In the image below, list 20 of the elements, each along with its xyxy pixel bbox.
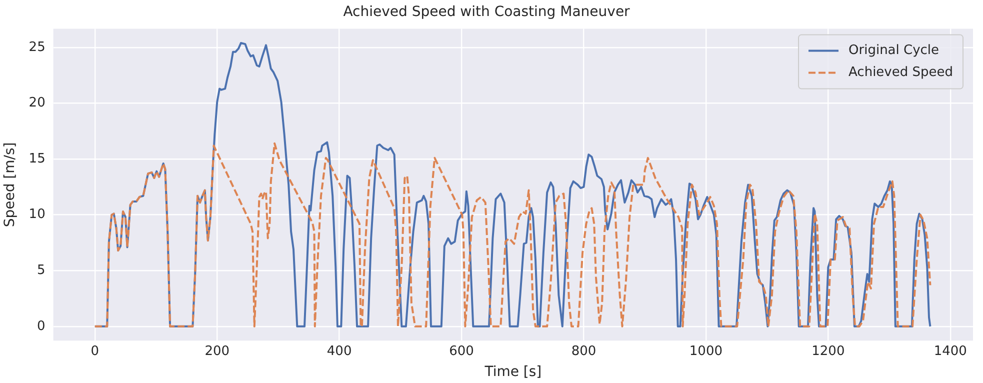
x-tick-label: 1000 — [689, 344, 723, 359]
y-tick-label: 0 — [37, 318, 46, 334]
y-axis-title: Speed [m/s] — [2, 142, 18, 228]
y-tick-label: 15 — [28, 151, 46, 166]
legend-label: Achieved Speed — [848, 65, 954, 80]
x-tick-label: 0 — [90, 344, 100, 359]
y-tick-label: 25 — [28, 40, 46, 55]
chart-title: Achieved Speed with Coasting Maneuver — [343, 4, 630, 20]
y-tick-label: 20 — [28, 96, 46, 111]
y-tick-label: 5 — [37, 263, 46, 278]
x-tick-label: 1400 — [934, 344, 967, 359]
x-tick-label: 200 — [204, 344, 230, 359]
x-tick-label: 400 — [326, 344, 352, 359]
x-axis-title: Time [s] — [484, 364, 542, 380]
y-tick-label: 10 — [28, 207, 46, 222]
legend-label: Original Cycle — [848, 43, 940, 58]
x-tick-label: 600 — [449, 344, 474, 359]
line-series — [94, 142, 932, 328]
x-tick-label: 800 — [571, 344, 596, 359]
x-tick-label: 1200 — [812, 344, 845, 359]
